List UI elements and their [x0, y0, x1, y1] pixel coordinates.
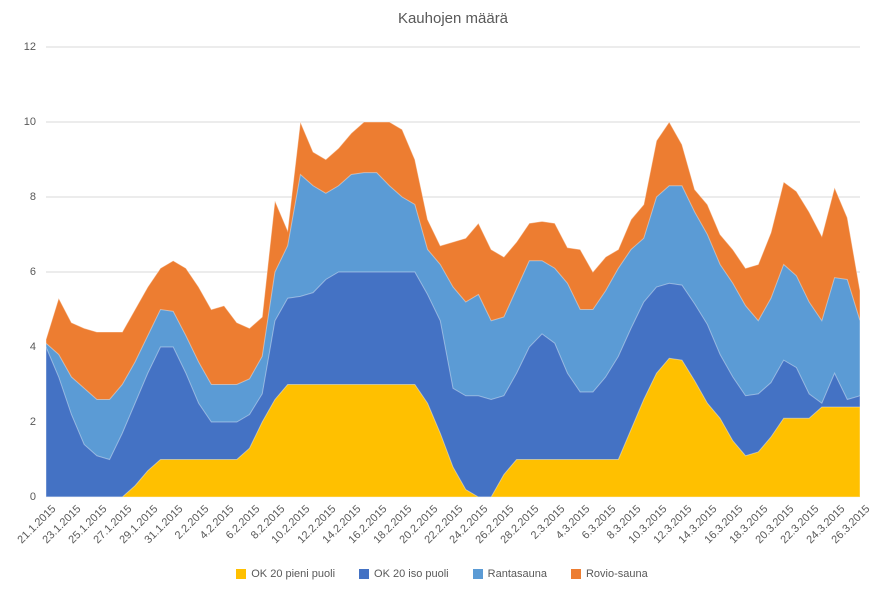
legend-item-ok20-pieni-puoli[interactable]: OK 20 pieni puoli	[236, 568, 335, 580]
legend-item-rovio-sauna[interactable]: Rovio-sauna	[570, 568, 648, 580]
y-axis-tick-label: 8	[29, 191, 36, 203]
legend-item-rantasauna[interactable]: Rantasauna	[472, 568, 547, 580]
legend-label: OK 20 pieni puoli	[251, 568, 336, 580]
legend-marker-ok20-pieni-puoli-icon	[236, 569, 247, 579]
legend-marker-rovio-sauna-icon	[570, 569, 581, 579]
y-axis-tick-label: 10	[23, 116, 36, 128]
y-axis-tick-label: 12	[23, 41, 36, 53]
y-axis-tick-label: 0	[29, 491, 36, 503]
y-axis-tick-label: 2	[29, 416, 36, 428]
legend: OK 20 pieni puoli OK 20 iso puoli Rantas…	[0, 568, 884, 580]
chart-title: Kauhojen määrä	[397, 10, 509, 27]
legend-label: Rantasauna	[487, 568, 547, 580]
legend-label: OK 20 iso puoli	[374, 568, 449, 580]
y-axis-tick-label: 6	[29, 266, 36, 278]
y-axis-tick-label: 4	[29, 341, 36, 353]
legend-marker-rantasauna-icon	[472, 569, 483, 579]
area-series-ok-20-pieni-puoli[interactable]	[46, 357, 861, 498]
legend-marker-ok20-iso-puoli-icon	[359, 569, 370, 579]
legend-label: Rovio-sauna	[585, 568, 648, 580]
legend-item-ok20-iso-puoli[interactable]: OK 20 iso puoli	[359, 568, 449, 580]
